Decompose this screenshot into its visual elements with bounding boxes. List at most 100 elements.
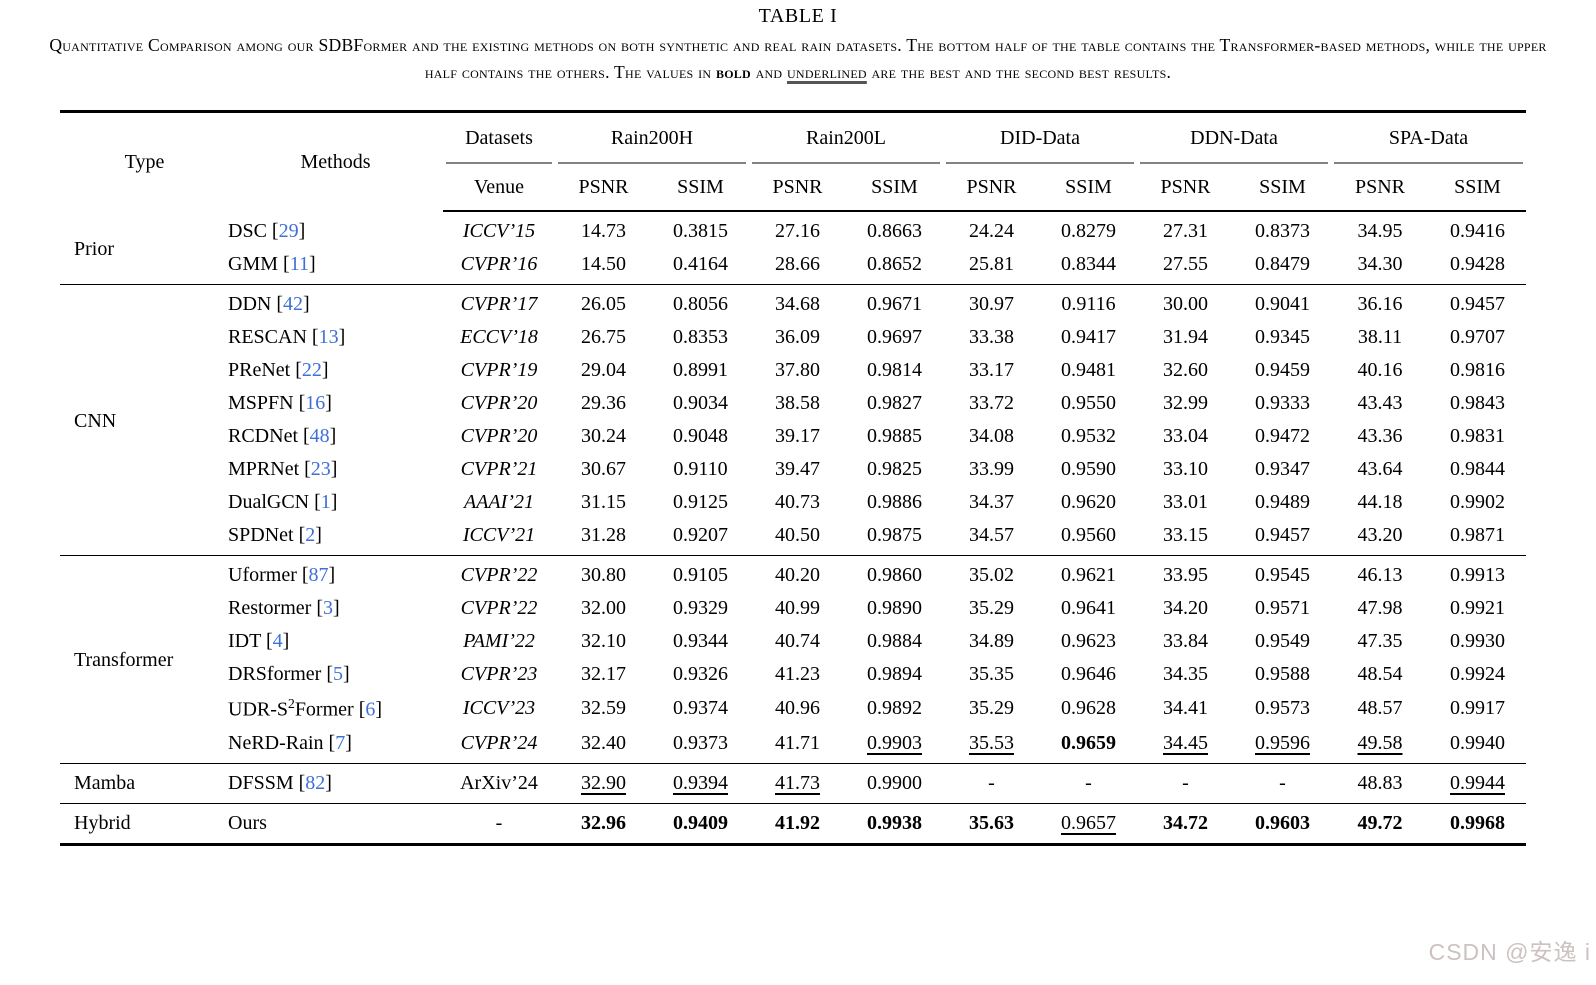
venue-cell: ICCV’21: [462, 524, 536, 546]
value-cell: 32.17: [581, 663, 626, 685]
value-cell: 0.9659: [1061, 731, 1116, 754]
value-cell: 34.35: [1163, 663, 1208, 685]
citation-link[interactable]: 82: [305, 771, 326, 794]
citation-link[interactable]: 11: [289, 253, 309, 275]
value-cell: 32.96: [555, 802, 652, 845]
value-cell: 33.04: [1163, 425, 1208, 447]
citation-link[interactable]: 23: [310, 458, 331, 480]
value-cell: 0.9489: [1255, 491, 1310, 513]
citation-link[interactable]: 4: [272, 630, 283, 652]
value-cell: 46.13: [1331, 555, 1429, 592]
type-cell: Prior: [74, 237, 114, 260]
value-cell: 0.9924: [1450, 663, 1505, 685]
value-cell: 0.9623: [1061, 630, 1116, 652]
method-cell: SPDNet [2]: [228, 524, 322, 546]
method-name: RCDNet: [228, 425, 298, 447]
value-cell: 0.4164: [673, 253, 728, 275]
citation-link[interactable]: 48: [309, 425, 330, 447]
citation-link[interactable]: 22: [301, 359, 322, 381]
caption-bold-word: bold: [715, 61, 751, 82]
citation-link[interactable]: 13: [318, 326, 339, 348]
header-venue: Venue: [443, 164, 555, 212]
citation-link[interactable]: 7: [335, 731, 346, 754]
table-row: MSPFN [16] CVPR’20 29.36 0.9034 38.58 0.9827 3…: [60, 387, 1526, 420]
type-cell: Transformer: [60, 555, 215, 764]
value-cell: 0.9048: [673, 425, 728, 447]
header-datasets: Datasets: [443, 112, 555, 165]
header-group-did-data: DID-Data: [943, 112, 1137, 165]
value-cell: 0.9886: [867, 491, 922, 513]
method-name: DFSSM: [228, 771, 294, 794]
value-cell: 34.45: [1163, 731, 1208, 754]
value-cell: 33.84: [1163, 630, 1208, 652]
header-ssim: SSIM: [1234, 164, 1331, 212]
method-name: RESCAN: [228, 326, 307, 348]
value-cell: 27.55: [1163, 253, 1208, 275]
value-cell: 0.9041: [1234, 284, 1331, 321]
value-cell: 29.04: [581, 359, 626, 381]
citation-link[interactable]: 6: [365, 698, 376, 721]
table-title: TABLE I: [758, 5, 838, 27]
header-psnr: PSNR: [943, 164, 1040, 212]
header-psnr: PSNR: [555, 164, 652, 212]
value-cell: 0.9657: [1040, 802, 1137, 845]
method-cell: Uformer [87]: [215, 555, 443, 592]
method-cell: DRSformer [5]: [228, 663, 350, 685]
value-cell: 0.9641: [1061, 597, 1116, 619]
value-cell: 34.72: [1137, 802, 1234, 845]
citation-link[interactable]: 3: [322, 597, 333, 619]
venue-cell: CVPR’17: [443, 284, 555, 321]
value-cell: 0.8373: [1255, 220, 1310, 242]
venue-cell: CVPR’16: [460, 253, 538, 275]
value-cell: 0.9459: [1255, 359, 1310, 381]
value-cell: -: [1234, 762, 1331, 804]
citation-link[interactable]: 29: [278, 219, 299, 242]
method-name: DSC: [228, 219, 267, 242]
venue-cell: ICCV’15: [462, 220, 536, 242]
header-group-rain200l: Rain200L: [749, 112, 943, 165]
value-cell: 44.18: [1357, 491, 1403, 513]
caption-text-1: Quantitative Comparison among our SDBFor…: [49, 35, 1547, 82]
value-cell: 0.9457: [1429, 284, 1526, 321]
value-cell: 32.40: [581, 731, 626, 754]
value-cell: 0.8353: [673, 326, 728, 348]
value-cell: 0.9417: [1061, 326, 1116, 348]
method-name: DualGCN: [228, 491, 310, 513]
value-cell: 25.81: [969, 253, 1014, 275]
value-cell: 0.9940: [1450, 731, 1505, 754]
value-cell: 0.9374: [673, 697, 728, 720]
value-cell: -: [1137, 762, 1234, 804]
value-cell: 0.9671: [846, 284, 943, 321]
header-psnr: PSNR: [1331, 164, 1429, 212]
table-row: Prior DSC [29] ICCV’15 14.73 0.3815 27.16 0.86…: [60, 211, 1526, 260]
caption-text-2: and: [750, 61, 787, 82]
value-cell: 47.35: [1357, 630, 1403, 652]
header-psnr: PSNR: [749, 164, 846, 212]
value-cell: 0.9125: [673, 491, 728, 513]
citation-link[interactable]: 16: [305, 392, 326, 414]
value-cell: 32.99: [1163, 392, 1208, 414]
method-cell: RESCAN [13]: [228, 326, 346, 348]
value-cell: 0.9472: [1255, 425, 1310, 447]
value-cell: 0.9457: [1255, 524, 1310, 546]
method-name: DDN: [228, 293, 272, 315]
value-cell: 0.9871: [1450, 524, 1505, 546]
citation-link[interactable]: 87: [308, 564, 329, 586]
method-name: DRSformer: [228, 663, 322, 685]
value-cell: 0.9532: [1061, 425, 1116, 447]
value-cell: 41.71: [775, 731, 820, 754]
citation-link[interactable]: 1: [320, 491, 331, 513]
value-cell: 27.16: [775, 220, 820, 242]
value-cell: 30.67: [581, 458, 626, 480]
citation-link[interactable]: 2: [305, 524, 316, 546]
value-cell: 0.9903: [867, 731, 922, 754]
method-cell: NeRD-Rain [7]: [228, 731, 352, 754]
value-cell: 33.72: [969, 392, 1014, 414]
citation-link[interactable]: 42: [283, 293, 304, 315]
value-cell: 0.9831: [1450, 425, 1505, 447]
value-cell: 0.9827: [867, 392, 922, 414]
value-cell: 31.94: [1163, 326, 1208, 348]
citation-link[interactable]: 5: [333, 663, 343, 685]
value-cell: 0.9892: [867, 697, 922, 720]
value-cell: 43.64: [1357, 458, 1403, 480]
